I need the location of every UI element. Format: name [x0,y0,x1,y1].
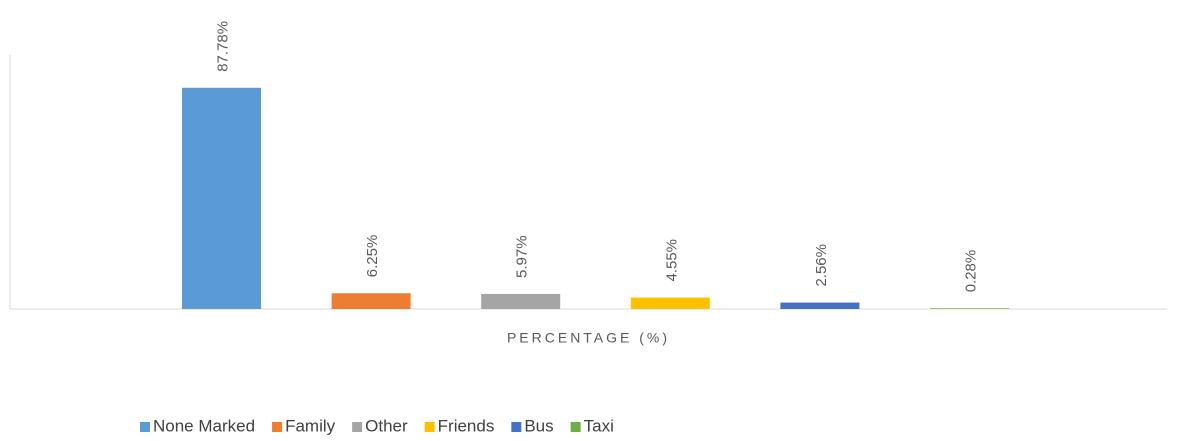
x-category-label: PERCENTAGE (%) [507,330,670,346]
legend-swatch [424,422,435,432]
legend-label: Family [285,416,336,435]
bar [182,87,261,309]
bar [331,293,411,309]
legend-swatch [352,422,363,432]
data-label: 4.55% [663,239,680,282]
data-label: 87.78% [214,21,231,72]
data-label: 2.56% [813,244,830,287]
legend-label: Taxi [584,416,614,435]
legend-label: Bus [524,416,553,435]
data-label: 0.28% [962,250,979,293]
bar [481,293,561,309]
data-label: 6.25% [364,235,381,278]
bar [630,297,710,309]
legend-label: Other [365,416,408,435]
bar [780,302,860,309]
legend-swatch [272,422,283,432]
legend-swatch [140,422,150,432]
legend-swatch [570,422,581,432]
data-label: 5.97% [514,235,531,278]
legend-label: None Marked [153,416,255,435]
legend-label: Friends [438,416,495,435]
legend-swatch [511,422,522,432]
bar [930,308,1009,309]
